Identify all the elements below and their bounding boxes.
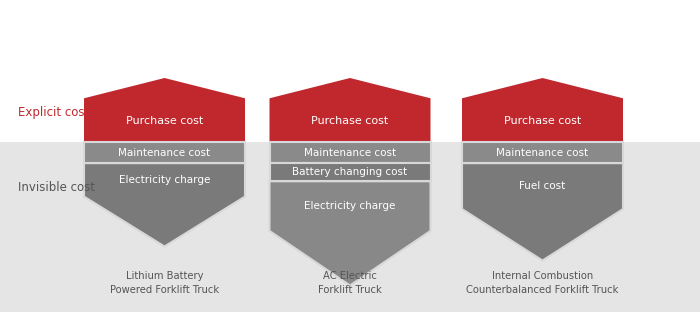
Text: Purchase cost: Purchase cost [126, 116, 203, 126]
Polygon shape [270, 163, 430, 181]
Text: Purchase cost: Purchase cost [312, 116, 388, 126]
Polygon shape [84, 163, 245, 246]
Text: Fuel cost: Fuel cost [519, 181, 566, 191]
Polygon shape [462, 163, 623, 261]
Text: Electricity charge: Electricity charge [119, 175, 210, 185]
Bar [0, 0, 700, 142]
Text: Lithium Battery
Powered Forklift Truck: Lithium Battery Powered Forklift Truck [110, 271, 219, 295]
Polygon shape [462, 142, 623, 163]
Polygon shape [84, 78, 245, 142]
Text: Electricity charge: Electricity charge [304, 201, 395, 211]
Text: Invisible cost: Invisible cost [18, 181, 95, 194]
Text: Internal Combustion
Counterbalanced Forklift Truck: Internal Combustion Counterbalanced Fork… [466, 271, 619, 295]
Text: Maintenance cost: Maintenance cost [496, 148, 589, 158]
Polygon shape [84, 142, 245, 163]
Text: Battery changing cost: Battery changing cost [293, 167, 407, 177]
Text: Explicit cost: Explicit cost [18, 106, 89, 119]
Bar [0, 142, 700, 312]
Text: Purchase cost: Purchase cost [504, 116, 581, 126]
Polygon shape [270, 78, 430, 142]
Text: Maintenance cost: Maintenance cost [118, 148, 211, 158]
Polygon shape [270, 181, 430, 285]
Text: Maintenance cost: Maintenance cost [304, 148, 396, 158]
Polygon shape [462, 78, 623, 142]
Polygon shape [270, 142, 430, 163]
Text: AC Electric
Forklift Truck: AC Electric Forklift Truck [318, 271, 382, 295]
